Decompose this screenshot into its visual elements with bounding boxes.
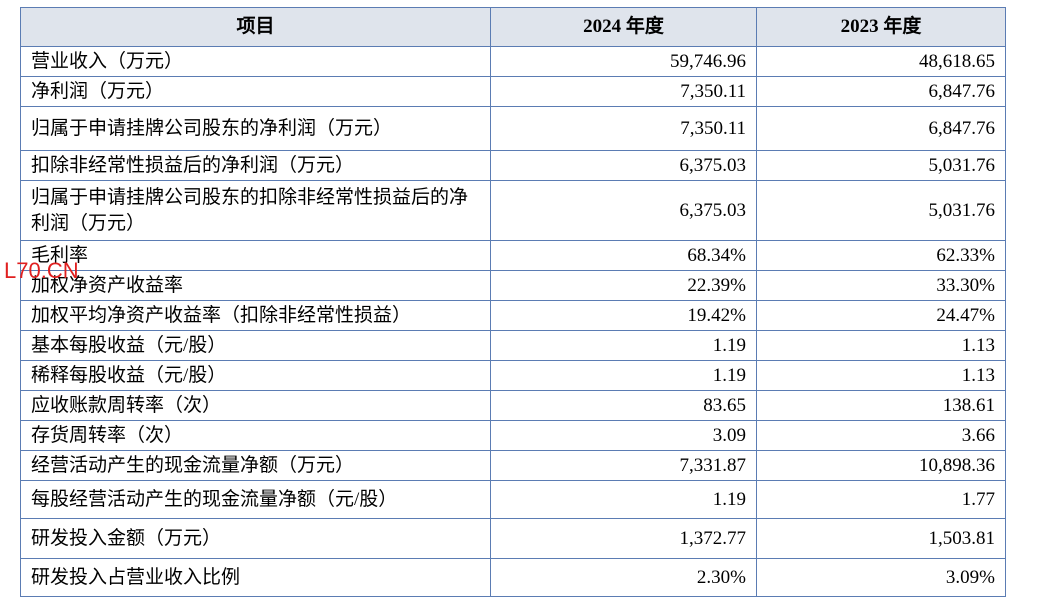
table-row: 基本每股收益（元/股） 1.19 1.13 (20, 330, 1006, 361)
table-row: 归属于申请挂牌公司股东的净利润（万元） 7,350.11 6,847.76 (20, 106, 1006, 151)
label-cell: 加权平均净资产收益率（扣除非经常性损益） (20, 300, 491, 331)
value-cell: 1.77 (756, 480, 1006, 519)
table-row: 加权净资产收益率 22.39% 33.30% (20, 270, 1006, 301)
value-cell: 2.30% (490, 558, 757, 597)
table-row: 毛利率 68.34% 62.33% (20, 240, 1006, 271)
label-cell: 毛利率 (20, 240, 491, 271)
value-cell: 7,350.11 (490, 76, 757, 107)
header-cell: 项目 (20, 7, 491, 47)
value-cell: 6,847.76 (756, 76, 1006, 107)
value-cell: 6,847.76 (756, 106, 1006, 151)
header-cell: 2023 年度 (756, 7, 1006, 47)
table-row: 经营活动产生的现金流量净额（万元） 7,331.87 10,898.36 (20, 450, 1006, 481)
table-row: 研发投入占营业收入比例 2.30% 3.09% (20, 558, 1006, 597)
value-cell: 1.19 (490, 330, 757, 361)
value-cell: 59,746.96 (490, 46, 757, 77)
value-cell: 7,350.11 (490, 106, 757, 151)
label-cell: 净利润（万元） (20, 76, 491, 107)
value-cell: 3.66 (756, 420, 1006, 451)
value-cell: 10,898.36 (756, 450, 1006, 481)
value-cell: 33.30% (756, 270, 1006, 301)
value-cell: 48,618.65 (756, 46, 1006, 77)
value-cell: 5,031.76 (756, 180, 1006, 241)
value-cell: 1.19 (490, 360, 757, 391)
label-cell: 基本每股收益（元/股） (20, 330, 491, 361)
value-cell: 6,375.03 (490, 150, 757, 181)
value-cell: 1.19 (490, 480, 757, 519)
table-row: 加权平均净资产收益率（扣除非经常性损益） 19.42% 24.47% (20, 300, 1006, 331)
value-cell: 138.61 (756, 390, 1006, 421)
label-cell: 归属于申请挂牌公司股东的扣除非经常性损益后的净利润（万元） (20, 180, 491, 241)
table-row: 归属于申请挂牌公司股东的扣除非经常性损益后的净利润（万元） 6,375.03 5,0… (20, 180, 1006, 241)
header-row: 项目 2024 年度 2023 年度 (20, 7, 1006, 47)
label-cell: 应收账款周转率（次） (20, 390, 491, 421)
value-cell: 68.34% (490, 240, 757, 271)
header-cell: 2024 年度 (490, 7, 757, 47)
table-row: 营业收入（万元） 59,746.96 48,618.65 (20, 46, 1006, 77)
table-row: 每股经营活动产生的现金流量净额（元/股） 1.19 1.77 (20, 480, 1006, 519)
value-cell: 6,375.03 (490, 180, 757, 241)
label-cell: 加权净资产收益率 (20, 270, 491, 301)
table-row: 扣除非经常性损益后的净利润（万元） 6,375.03 5,031.76 (20, 150, 1006, 181)
value-cell: 83.65 (490, 390, 757, 421)
value-cell: 19.42% (490, 300, 757, 331)
label-cell: 稀释每股收益（元/股） (20, 360, 491, 391)
label-cell: 经营活动产生的现金流量净额（万元） (20, 450, 491, 481)
label-cell: 研发投入金额（万元） (20, 518, 491, 559)
label-cell: 存货周转率（次） (20, 420, 491, 451)
table-row: 研发投入金额（万元） 1,372.77 1,503.81 (20, 518, 1006, 559)
label-cell: 研发投入占营业收入比例 (20, 558, 491, 597)
value-cell: 1.13 (756, 330, 1006, 361)
table-row: 稀释每股收益（元/股） 1.19 1.13 (20, 360, 1006, 391)
label-cell: 每股经营活动产生的现金流量净额（元/股） (20, 480, 491, 519)
table-row: 净利润（万元） 7,350.11 6,847.76 (20, 76, 1006, 107)
table-row: 应收账款周转率（次） 83.65 138.61 (20, 390, 1006, 421)
data-table: 项目 2024 年度 2023 年度 营业收入（万元） 59,746.96 48,618… (20, 7, 1006, 597)
value-cell: 3.09 (490, 420, 757, 451)
watermark: L70.CN (4, 258, 79, 283)
value-cell: 1,503.81 (756, 518, 1006, 559)
label-cell: 扣除非经常性损益后的净利润（万元） (20, 150, 491, 181)
value-cell: 7,331.87 (490, 450, 757, 481)
value-cell: 22.39% (490, 270, 757, 301)
value-cell: 62.33% (756, 240, 1006, 271)
value-cell: 1,372.77 (490, 518, 757, 559)
label-cell: 归属于申请挂牌公司股东的净利润（万元） (20, 106, 491, 151)
value-cell: 24.47% (756, 300, 1006, 331)
value-cell: 3.09% (756, 558, 1006, 597)
value-cell: 5,031.76 (756, 150, 1006, 181)
value-cell: 1.13 (756, 360, 1006, 391)
table-row: 存货周转率（次） 3.09 3.66 (20, 420, 1006, 451)
label-cell: 营业收入（万元） (20, 46, 491, 77)
